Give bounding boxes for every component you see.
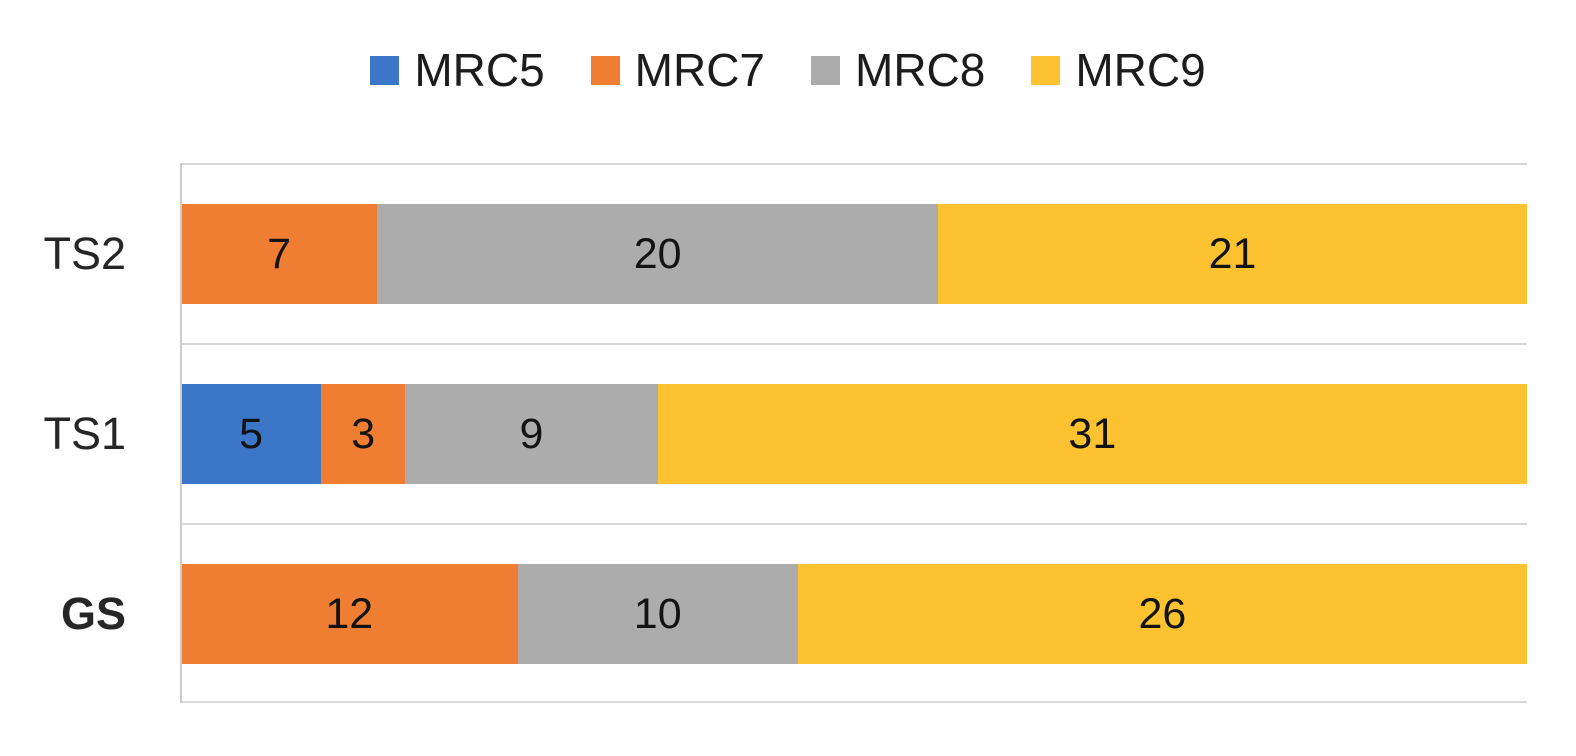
segment-mrc9-ts2: 21 xyxy=(938,204,1527,304)
bar-value-label: 21 xyxy=(1208,229,1257,278)
legend-swatch-mrc9-icon xyxy=(1031,55,1061,85)
legend-label-mrc5: MRC5 xyxy=(414,44,545,96)
legend-item-mrc7: MRC7 xyxy=(590,44,765,96)
bar-value-label: 5 xyxy=(239,409,264,458)
segment-mrc7-ts1: 3 xyxy=(321,384,406,484)
segment-mrc7-gs: 12 xyxy=(181,564,518,664)
category-band-ts1: TS1 5 3 9 31 xyxy=(0,343,1576,523)
legend-swatch-mrc5-icon xyxy=(370,55,400,85)
legend-item-mrc8: MRC8 xyxy=(811,47,985,93)
segment-mrc9-gs: 26 xyxy=(797,564,1527,664)
segment-mrc7-ts2: 7 xyxy=(181,204,378,304)
legend-swatch-mrc8-icon xyxy=(811,55,840,85)
bar-value-label: 20 xyxy=(633,229,682,278)
bar-value-label: 26 xyxy=(1138,589,1187,638)
legend-label-mrc9: MRC9 xyxy=(1075,44,1206,96)
category-bands: TS2 7 20 21 TS1 5 3 9 31 GS 12 10 26 xyxy=(0,163,1576,703)
category-label-gs: GS xyxy=(60,587,126,639)
legend: MRC5 MRC7 MRC8 MRC9 xyxy=(0,36,1576,104)
legend-label-mrc8: MRC8 xyxy=(855,44,986,96)
legend-item-mrc5: MRC5 xyxy=(370,44,545,96)
category-band-ts2: TS2 7 20 21 xyxy=(0,163,1576,343)
bar-value-label: 3 xyxy=(351,409,376,458)
legend-item-mrc9: MRC9 xyxy=(1031,44,1206,96)
segment-mrc8-gs: 10 xyxy=(517,564,798,664)
segment-mrc8-ts1: 9 xyxy=(405,384,658,484)
bar-value-label: 7 xyxy=(267,229,292,278)
bar-value-label: 12 xyxy=(325,589,374,638)
plot-area: TS2 7 20 21 TS1 5 3 9 31 GS 12 10 26 xyxy=(0,163,1576,703)
segment-mrc5-ts1: 5 xyxy=(181,384,322,484)
category-label-ts1: TS1 xyxy=(43,407,126,459)
stacked-bar-ts1: 5 3 9 31 xyxy=(181,384,1527,484)
category-band-gs: GS 12 10 26 xyxy=(0,523,1576,703)
segment-mrc8-ts2: 20 xyxy=(377,204,939,304)
y-axis-line xyxy=(180,163,182,703)
stacked-bar-gs: 12 10 26 xyxy=(181,564,1527,664)
bar-value-label: 10 xyxy=(633,589,682,638)
bar-value-label: 31 xyxy=(1068,409,1117,458)
bar-track-gs: 12 10 26 xyxy=(181,523,1527,703)
legend-swatch-mrc7-icon xyxy=(590,55,620,85)
bar-value-label: 9 xyxy=(519,409,544,458)
legend-label-mrc7: MRC7 xyxy=(634,44,765,96)
bar-track-ts2: 7 20 21 xyxy=(181,163,1527,343)
segment-mrc9-ts1: 31 xyxy=(657,384,1527,484)
bar-track-ts1: 5 3 9 31 xyxy=(181,343,1527,523)
stacked-bar-ts2: 7 20 21 xyxy=(181,204,1527,304)
category-label-ts2: TS2 xyxy=(43,227,126,279)
